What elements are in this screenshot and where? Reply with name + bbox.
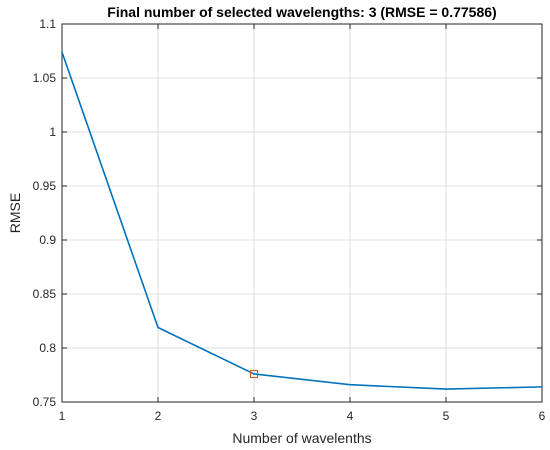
data-point xyxy=(253,373,255,375)
y-tick-label: 1 xyxy=(49,125,56,139)
x-tick-label: 3 xyxy=(251,409,258,423)
y-axis-ticks: 0.75 0.8 0.85 0.9 0.95 1 1.05 1.1 xyxy=(33,17,542,409)
grid xyxy=(61,23,543,403)
x-tick-label: 4 xyxy=(347,409,354,423)
y-tick-label: 0.8 xyxy=(39,341,56,355)
x-tick-label: 1 xyxy=(59,409,66,423)
x-tick-label: 2 xyxy=(155,409,162,423)
x-axis-label: Number of wavelenths xyxy=(232,430,371,446)
y-tick-label: 1.1 xyxy=(39,17,56,31)
x-axis-ticks: 1 2 3 4 5 6 xyxy=(59,24,546,423)
data-point xyxy=(61,51,63,53)
y-tick-label: 0.9 xyxy=(39,233,56,247)
plot-area-frame xyxy=(61,23,543,403)
data-point xyxy=(157,326,159,329)
y-tick-label: 0.85 xyxy=(33,287,57,301)
selected-point-marker xyxy=(250,370,258,379)
y-tick-label: 0.75 xyxy=(33,395,57,409)
data-point xyxy=(541,386,543,388)
highlight-layer xyxy=(250,370,258,379)
y-tick-label: 1.05 xyxy=(33,71,57,85)
data-point xyxy=(445,388,447,390)
y-tick-label: 0.95 xyxy=(33,179,57,193)
x-tick-label: 5 xyxy=(443,409,450,423)
series-layer xyxy=(61,51,543,390)
x-tick-label: 6 xyxy=(539,409,546,423)
rmse-line xyxy=(61,51,543,390)
chart-title: Final number of selected wavelengths: 3 … xyxy=(107,4,496,20)
y-axis-label: RMSE xyxy=(7,193,23,233)
data-point xyxy=(349,383,351,386)
